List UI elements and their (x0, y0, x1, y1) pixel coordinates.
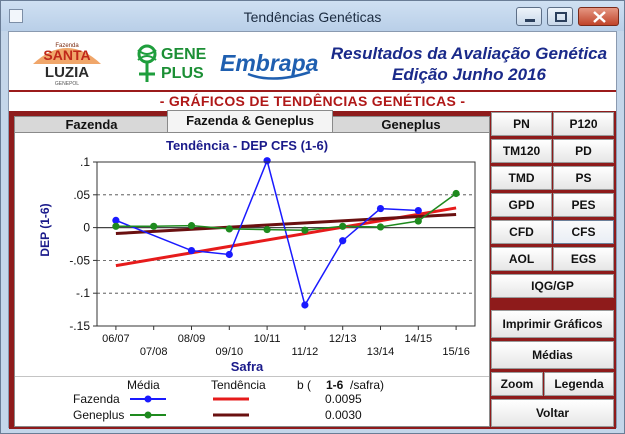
y-tick-label: .1 (80, 155, 90, 169)
legend-header-b-unit: 1-6 (326, 378, 344, 392)
y-axis-label: DEP (1-6) (38, 203, 52, 256)
tab-strip: Fazenda Fazenda & Geneplus Geneplus (14, 110, 490, 132)
legend-header-tendencia: Tendência (211, 378, 266, 392)
result-title-line1: Resultados da Avaliação Genética (330, 44, 608, 63)
means-button[interactable]: Médias (491, 341, 614, 369)
legend-row-geneplus-label: Geneplus (73, 408, 125, 422)
data-point-geneplus (187, 222, 196, 230)
santa-logo-line1: Fazenda (55, 43, 79, 49)
data-point-geneplus (301, 226, 309, 234)
tab-fazenda[interactable]: Fazenda (14, 116, 169, 132)
geneplus-logo: GENE PLUS (137, 44, 207, 82)
legend-geneplus-marker (130, 411, 166, 419)
btn-p120[interactable]: P120 (553, 112, 614, 136)
data-point-fazenda (187, 246, 196, 255)
print-charts-button[interactable]: Imprimir Gráficos (491, 310, 614, 338)
santa-logo-line3: LUZIA (45, 64, 89, 81)
btn-iqg-gp[interactable]: IQG/GP (491, 274, 614, 298)
legend-row-geneplus-b: 0.0030 (325, 408, 362, 422)
series-line-geneplus (115, 192, 457, 231)
data-point-geneplus (263, 225, 271, 234)
geneplus-logo-plus: PLUS (161, 65, 204, 82)
data-point-fazenda (263, 157, 271, 165)
app-icon (9, 9, 23, 23)
result-title-line2: Edição Junho 2016 (392, 65, 546, 84)
geneplus-logo-gene: GENE (161, 46, 207, 63)
minimize-button[interactable] (516, 7, 542, 26)
data-point-fazenda (414, 206, 422, 215)
result-title: Resultados da Avaliação Genética Edição … (319, 43, 619, 85)
trend-chart: Tendência - DEP CFS (1-6) DEP (1-6) .1 .0… (38, 138, 476, 333)
btn-pes[interactable]: PES (553, 193, 614, 217)
y-tick-label: -.1 (76, 286, 90, 300)
btn-tmd[interactable]: TMD (491, 166, 552, 190)
data-point-geneplus (376, 223, 385, 231)
data-point-geneplus (112, 222, 120, 230)
chart-legend: Média Tendência b ( 1-6 /safra) Fazenda … (15, 377, 489, 426)
plot-frame (96, 161, 476, 327)
y-tick-label: 0 (83, 221, 90, 235)
close-button[interactable] (578, 7, 619, 26)
data-point-geneplus (414, 217, 422, 225)
legend-header-media: Média (127, 378, 160, 392)
trend-line-geneplus (115, 212, 457, 236)
legend-header-b-suffix: /safra) (350, 378, 385, 392)
series-line-fazenda (115, 158, 419, 307)
btn-egs[interactable]: EGS (553, 247, 614, 271)
santa-luzia-logo: Fazenda SANTA LUZIA GENEPOL (33, 43, 101, 87)
data-point-fazenda (339, 237, 347, 245)
back-button[interactable]: Voltar (491, 399, 614, 427)
data-point-geneplus (452, 189, 460, 198)
chart-title: Tendência - DEP CFS (1-6) (166, 138, 328, 153)
client-area: Fazenda SANTA LUZIA GENEPOL GENE PLUS Em… (8, 31, 617, 429)
btn-cfd[interactable]: CFD (491, 220, 552, 244)
santa-logo-line4: GENEPOL (55, 81, 79, 87)
data-point-fazenda (376, 204, 385, 213)
header-divider (9, 90, 616, 92)
header: Fazenda SANTA LUZIA GENEPOL GENE PLUS Em… (9, 32, 616, 92)
btn-cfs[interactable]: CFS (553, 220, 614, 244)
santa-logo-line2: SANTA (43, 47, 90, 63)
legend-fazenda-marker (130, 395, 166, 403)
btn-pn[interactable]: PN (491, 112, 552, 136)
y-tick-label: .05 (73, 188, 90, 202)
data-point-fazenda (301, 301, 309, 309)
close-icon (593, 11, 606, 23)
maximize-icon (555, 12, 567, 22)
btn-gpd[interactable]: GPD (491, 193, 552, 217)
legend-row-fazenda-label: Fazenda (73, 392, 120, 406)
window-title: Tendências Genéticas (243, 9, 382, 25)
legend-geneplus-trend (213, 413, 249, 417)
legend-row-fazenda-b: 0.0095 (325, 392, 362, 406)
legend-header-b: b ( (297, 378, 312, 392)
embrapa-logo: Embrapa (220, 50, 318, 80)
data-point-fazenda (112, 216, 120, 224)
btn-tm120[interactable]: TM120 (491, 139, 552, 163)
y-tick-label: -.15 (69, 319, 90, 333)
title-bar[interactable]: Tendências Genéticas (1, 1, 624, 31)
y-tick-label: -.05 (69, 253, 90, 267)
embrapa-logo-text: Embrapa (220, 50, 318, 76)
btn-aol[interactable]: AOL (491, 247, 552, 271)
tab-fazenda-geneplus[interactable]: Fazenda & Geneplus (167, 110, 333, 132)
data-point-geneplus (225, 225, 233, 233)
maximize-button[interactable] (547, 7, 573, 26)
chart-panel: Tendência - DEP CFS (1-6) DEP (1-6) .1 .0… (14, 132, 490, 427)
data-point-geneplus (339, 222, 347, 230)
tab-geneplus[interactable]: Geneplus (332, 116, 490, 132)
data-point-fazenda (225, 250, 233, 259)
data-point-geneplus (150, 222, 158, 230)
legend-button[interactable]: Legenda (544, 372, 614, 396)
minimize-icon (525, 19, 535, 22)
zoom-button[interactable]: Zoom (491, 372, 543, 396)
section-title: - GRÁFICOS DE TENDÊNCIAS GENÉTICAS - (159, 93, 466, 109)
btn-pd[interactable]: PD (553, 139, 614, 163)
btn-ps[interactable]: PS (553, 166, 614, 190)
legend-fazenda-trend (213, 397, 249, 401)
